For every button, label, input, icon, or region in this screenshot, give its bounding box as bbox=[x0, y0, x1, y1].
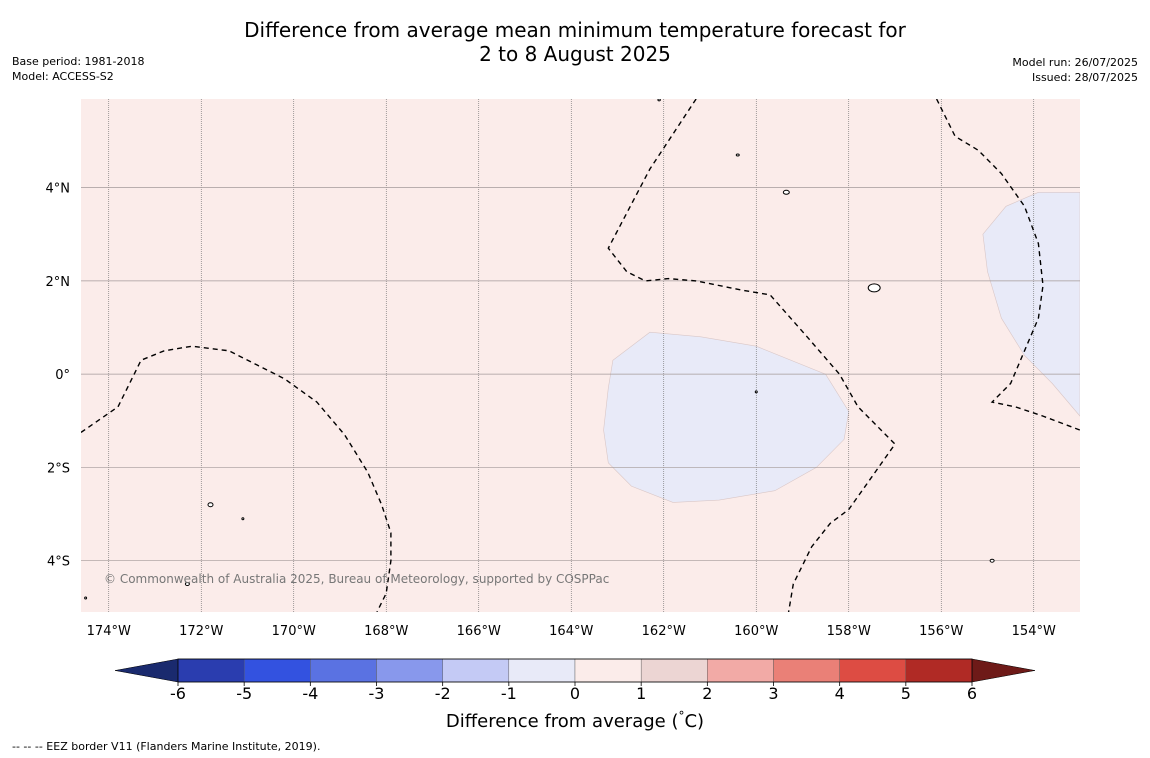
lat-tick-label: 2°S bbox=[47, 461, 70, 476]
eez-border-2 bbox=[607, 99, 896, 612]
title-line-1: Difference from average mean minimum tem… bbox=[244, 18, 906, 42]
copyright-notice: © Commonwealth of Australia 2025, Bureau… bbox=[104, 572, 609, 586]
colorbar-tick-label: -6 bbox=[170, 684, 186, 703]
colorbar-bin bbox=[310, 658, 377, 683]
colorbar-tick-label: -4 bbox=[302, 684, 318, 703]
island-outline bbox=[84, 596, 88, 600]
colorbar-low-extension bbox=[114, 658, 179, 683]
colorbar-tick-label: -1 bbox=[501, 684, 517, 703]
lon-tick-label: 166°W bbox=[457, 624, 501, 639]
colorbar-tick-label: 2 bbox=[702, 684, 712, 703]
colorbar-bin bbox=[376, 658, 443, 683]
eez-border-3 bbox=[935, 99, 1080, 431]
colorbar-tick-label: 3 bbox=[768, 684, 778, 703]
colorbar-bin bbox=[508, 658, 576, 683]
island-outline bbox=[241, 517, 245, 521]
lon-tick-label: 160°W bbox=[734, 624, 778, 639]
colorbar-bin bbox=[640, 658, 708, 683]
base-period: Base period: 1981-2018 bbox=[12, 55, 145, 68]
lon-tick-label: 164°W bbox=[549, 624, 593, 639]
islands bbox=[84, 99, 995, 600]
unit-text: C) bbox=[684, 711, 704, 732]
model-run: Model run: 26/07/2025 bbox=[1012, 56, 1138, 69]
model-name: Model: ACCESS-S2 bbox=[12, 70, 114, 83]
island-outline bbox=[184, 582, 190, 587]
lon-tick-label: 156°W bbox=[919, 624, 963, 639]
colorbar-tick-label: -2 bbox=[435, 684, 451, 703]
axis-labels: 174°W 172°W 170°W 168°W 166°W 164°W 162°W 160°W… bbox=[46, 182, 1056, 639]
map-plot-area bbox=[81, 99, 1080, 612]
lon-tick-label: 170°W bbox=[272, 624, 316, 639]
graticule bbox=[81, 99, 1080, 612]
colorbar-high-extension bbox=[971, 658, 1036, 683]
title-line-2: 2 to 8 August 2025 bbox=[479, 42, 671, 66]
eez-legend-note: -- -- -- EEZ border V11 (Flanders Marine… bbox=[12, 740, 321, 753]
colorbar-tick-label: 1 bbox=[636, 684, 646, 703]
anomaly-regions bbox=[603, 192, 1080, 503]
island-outline bbox=[754, 390, 758, 394]
chart-title: Difference from average mean minimum tem… bbox=[0, 18, 1150, 66]
lon-tick-label: 168°W bbox=[364, 624, 408, 639]
lon-tick-label: 154°W bbox=[1012, 624, 1056, 639]
colorbar-bin bbox=[574, 658, 642, 683]
colorbar: -6 -5 -4 -3 -2 -1 0 1 2 3 4 5 6 bbox=[114, 658, 1036, 703]
colorbar-tick-label: 6 bbox=[967, 684, 977, 703]
colorbar-tick-label: 5 bbox=[901, 684, 911, 703]
colorbar-bin bbox=[707, 658, 774, 683]
colorbar-label: Difference from average (°C) bbox=[446, 709, 704, 732]
colorbar-bin bbox=[905, 658, 973, 683]
lon-tick-label: 162°W bbox=[642, 624, 686, 639]
island-outline bbox=[782, 189, 790, 195]
colorbar-tick-label: 0 bbox=[570, 684, 580, 703]
lat-tick-label: 4°N bbox=[46, 182, 71, 197]
lon-tick-label: 172°W bbox=[179, 624, 223, 639]
meta-left: Base period: 1981-2018 Model: ACCESS-S2 bbox=[12, 54, 144, 84]
lat-tick-label: 0° bbox=[55, 368, 70, 383]
island-outline bbox=[207, 502, 214, 508]
issued-date: Issued: 28/07/2025 bbox=[1031, 71, 1138, 84]
island-outline bbox=[657, 99, 661, 102]
island-outline bbox=[989, 558, 995, 563]
colorbar-bin bbox=[243, 658, 311, 683]
colorbar-unit: °C) bbox=[678, 709, 704, 732]
colorbar-bin bbox=[839, 658, 907, 683]
anomaly-region-2 bbox=[982, 192, 1080, 417]
anomaly-region-1 bbox=[603, 331, 850, 503]
lat-tick-label: 2°N bbox=[46, 275, 71, 290]
colorbar-bin bbox=[177, 658, 245, 683]
island-outline bbox=[867, 283, 881, 293]
lon-tick-label: 174°W bbox=[87, 624, 131, 639]
colorbar-bin bbox=[773, 658, 840, 683]
degree-symbol: ° bbox=[678, 709, 684, 723]
lon-tick-label: 158°W bbox=[827, 624, 871, 639]
colorbar-bin bbox=[442, 658, 510, 683]
eez-borders bbox=[81, 99, 1080, 612]
colorbar-tick-label: -5 bbox=[236, 684, 252, 703]
colorbar-tick-label: 4 bbox=[835, 684, 845, 703]
colorbar-tick-label: -3 bbox=[369, 684, 385, 703]
meta-right: Model run: 26/07/2025 Issued: 28/07/2025 bbox=[1012, 55, 1138, 85]
lat-tick-label: 4°S bbox=[47, 555, 70, 570]
island-outline bbox=[735, 153, 740, 157]
eez-border-1 bbox=[81, 345, 392, 612]
